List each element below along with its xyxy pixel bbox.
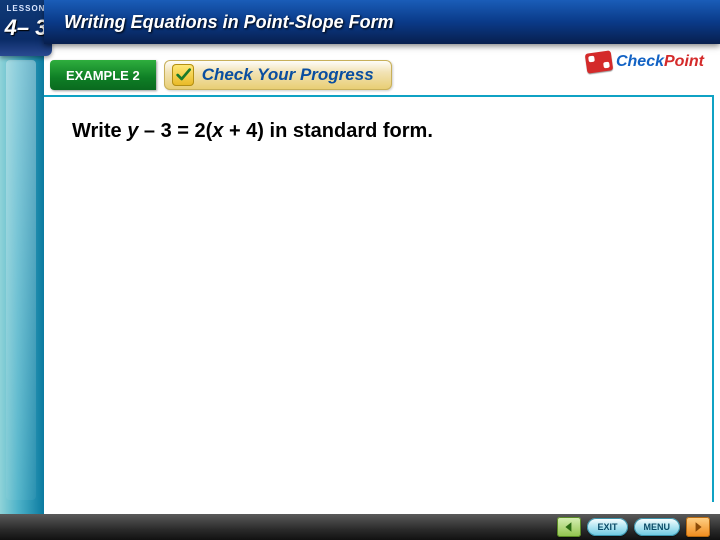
checkpoint-text: CheckPoint — [616, 53, 704, 71]
checkpoint-check: Check — [616, 53, 664, 70]
bottom-nav-bar: EXIT MENU — [0, 514, 720, 540]
checkpoint-badge: CheckPoint — [586, 52, 704, 72]
problem-var-x: x — [212, 120, 223, 142]
content-frame — [44, 95, 714, 502]
prev-button[interactable] — [557, 517, 581, 537]
sidebar-highlight — [6, 60, 36, 500]
chevron-left-icon — [563, 521, 575, 533]
exit-label: EXIT — [597, 522, 617, 532]
example-label: EXAMPLE 2 — [66, 68, 140, 83]
problem-mid1: – 3 = 2( — [138, 120, 212, 142]
checkpoint-point: Point — [664, 53, 704, 70]
exit-button[interactable]: EXIT — [587, 518, 627, 536]
problem-lead: Write — [72, 120, 127, 142]
example-tab: EXAMPLE 2 — [50, 60, 156, 90]
checkpoint-icon — [585, 50, 614, 73]
chevron-right-icon — [692, 521, 704, 533]
next-button[interactable] — [686, 517, 710, 537]
problem-var-y: y — [127, 120, 138, 142]
title-bar: Writing Equations in Point-Slope Form — [44, 0, 720, 44]
cyp-label: Check Your Progress — [202, 65, 374, 85]
page-title: Writing Equations in Point-Slope Form — [64, 12, 394, 33]
menu-label: MENU — [644, 522, 671, 532]
problem-statement: Write y – 3 = 2(x + 4) in standard form. — [72, 120, 433, 143]
menu-button[interactable]: MENU — [634, 518, 681, 536]
left-sidebar — [0, 0, 44, 540]
problem-mid2: + 4) in standard form. — [223, 120, 432, 142]
check-your-progress-box: Check Your Progress — [164, 60, 392, 90]
checkmark-icon — [172, 64, 194, 86]
